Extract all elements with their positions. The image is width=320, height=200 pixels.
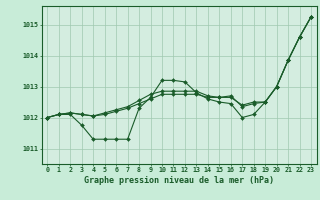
X-axis label: Graphe pression niveau de la mer (hPa): Graphe pression niveau de la mer (hPa) (84, 176, 274, 185)
